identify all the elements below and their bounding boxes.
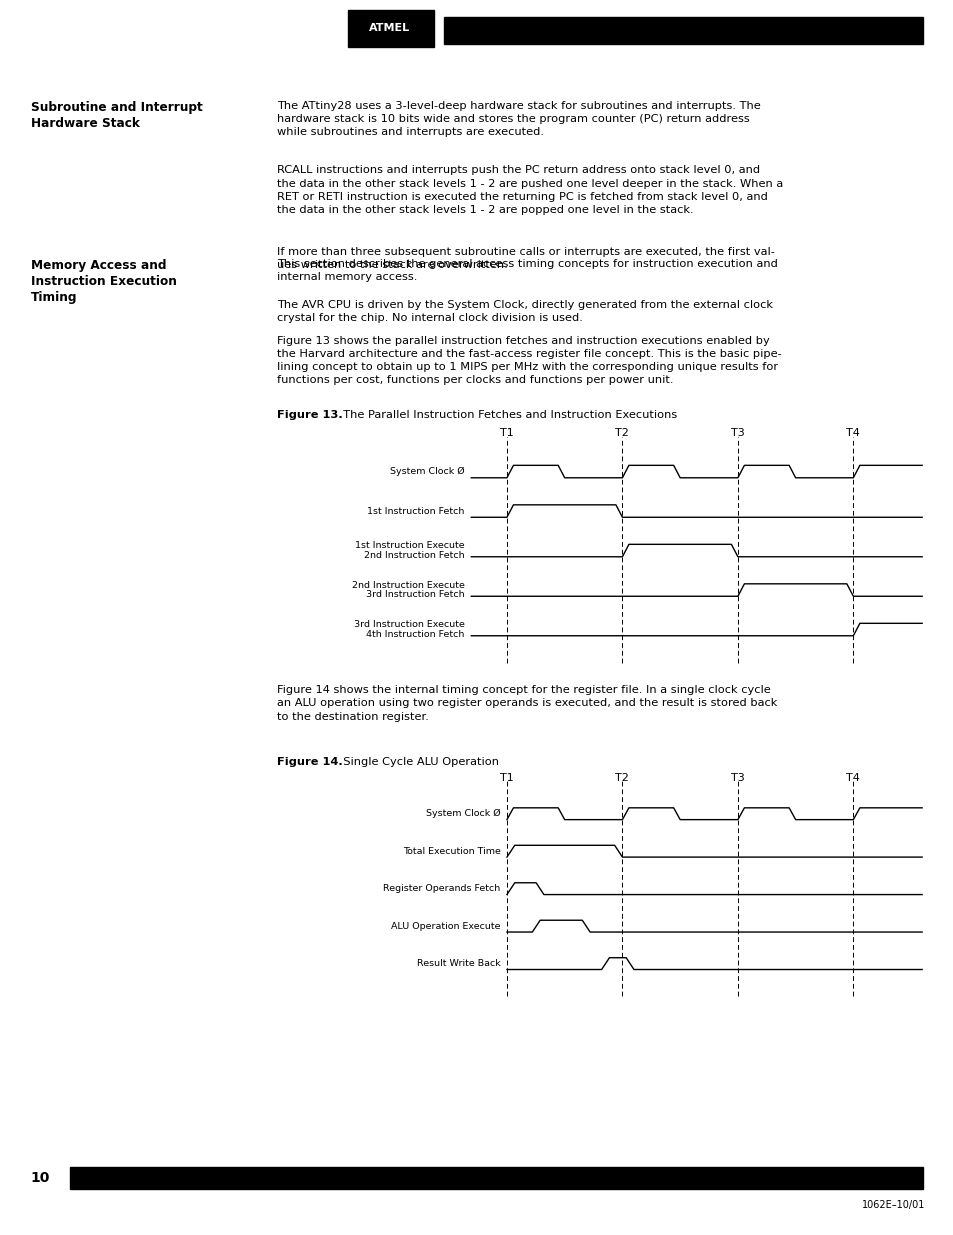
Text: Figure 13.: Figure 13.	[276, 410, 342, 420]
Text: Single Cycle ALU Operation: Single Cycle ALU Operation	[335, 757, 498, 767]
Text: Subroutine and Interrupt: Subroutine and Interrupt	[30, 101, 202, 115]
Text: The Parallel Instruction Fetches and Instruction Executions: The Parallel Instruction Fetches and Ins…	[335, 410, 677, 420]
Text: ATMEL: ATMEL	[368, 23, 410, 33]
Text: System Clock Ø: System Clock Ø	[390, 467, 464, 477]
Text: T4: T4	[845, 773, 860, 783]
Bar	[443, 17, 923, 44]
Text: Figure 13 shows the parallel instruction fetches and instruction executions enab: Figure 13 shows the parallel instruction…	[276, 336, 781, 385]
Text: T2: T2	[615, 773, 629, 783]
Text: Figure 14 shows the internal timing concept for the register file. In a single c: Figure 14 shows the internal timing conc…	[276, 685, 777, 721]
Text: ATtiny28L/V: ATtiny28L/V	[95, 1168, 227, 1188]
Text: The ATtiny28 uses a 3-level-deep hardware stack for subroutines and interrupts. : The ATtiny28 uses a 3-level-deep hardwar…	[276, 101, 760, 137]
Text: RCALL instructions and interrupts push the PC return address onto stack level 0,: RCALL instructions and interrupts push t…	[276, 165, 782, 215]
Text: T1: T1	[499, 773, 514, 783]
Text: 3rd Instruction Execute
4th Instruction Fetch: 3rd Instruction Execute 4th Instruction …	[354, 620, 464, 638]
Text: Total Execution Time: Total Execution Time	[402, 847, 500, 856]
Text: T4: T4	[845, 429, 860, 438]
Text: 1st Instruction Fetch: 1st Instruction Fetch	[367, 506, 464, 515]
Text: 2nd Instruction Execute
3rd Instruction Fetch: 2nd Instruction Execute 3rd Instruction …	[352, 580, 464, 599]
Text: This section describes the general access timing concepts for instruction execut: This section describes the general acces…	[276, 259, 777, 283]
Text: Register Operands Fetch: Register Operands Fetch	[383, 884, 500, 893]
Text: T3: T3	[730, 429, 744, 438]
Text: Memory Access and: Memory Access and	[30, 259, 166, 273]
Text: 1st Instruction Execute
2nd Instruction Fetch: 1st Instruction Execute 2nd Instruction …	[355, 541, 464, 559]
Text: 1062E–10/01: 1062E–10/01	[862, 1200, 924, 1210]
Text: Timing: Timing	[30, 291, 77, 305]
Text: Hardware Stack: Hardware Stack	[30, 117, 139, 131]
Text: Instruction Execution: Instruction Execution	[30, 275, 176, 289]
Text: Result Write Back: Result Write Back	[416, 960, 500, 968]
Text: T1: T1	[499, 429, 514, 438]
Text: T3: T3	[730, 773, 744, 783]
Text: If more than three subsequent subroutine calls or interrupts are executed, the f: If more than three subsequent subroutine…	[276, 247, 774, 270]
Text: 10: 10	[30, 1171, 50, 1186]
Text: System Clock Ø: System Clock Ø	[425, 809, 500, 819]
Bar	[348, 10, 434, 47]
Text: T2: T2	[615, 429, 629, 438]
Text: Figure 14.: Figure 14.	[276, 757, 342, 767]
Bar	[70, 1167, 923, 1189]
Text: ALU Operation Execute: ALU Operation Execute	[391, 921, 500, 931]
Text: The AVR CPU is driven by the System Clock, directly generated from the external : The AVR CPU is driven by the System Cloc…	[276, 300, 772, 324]
